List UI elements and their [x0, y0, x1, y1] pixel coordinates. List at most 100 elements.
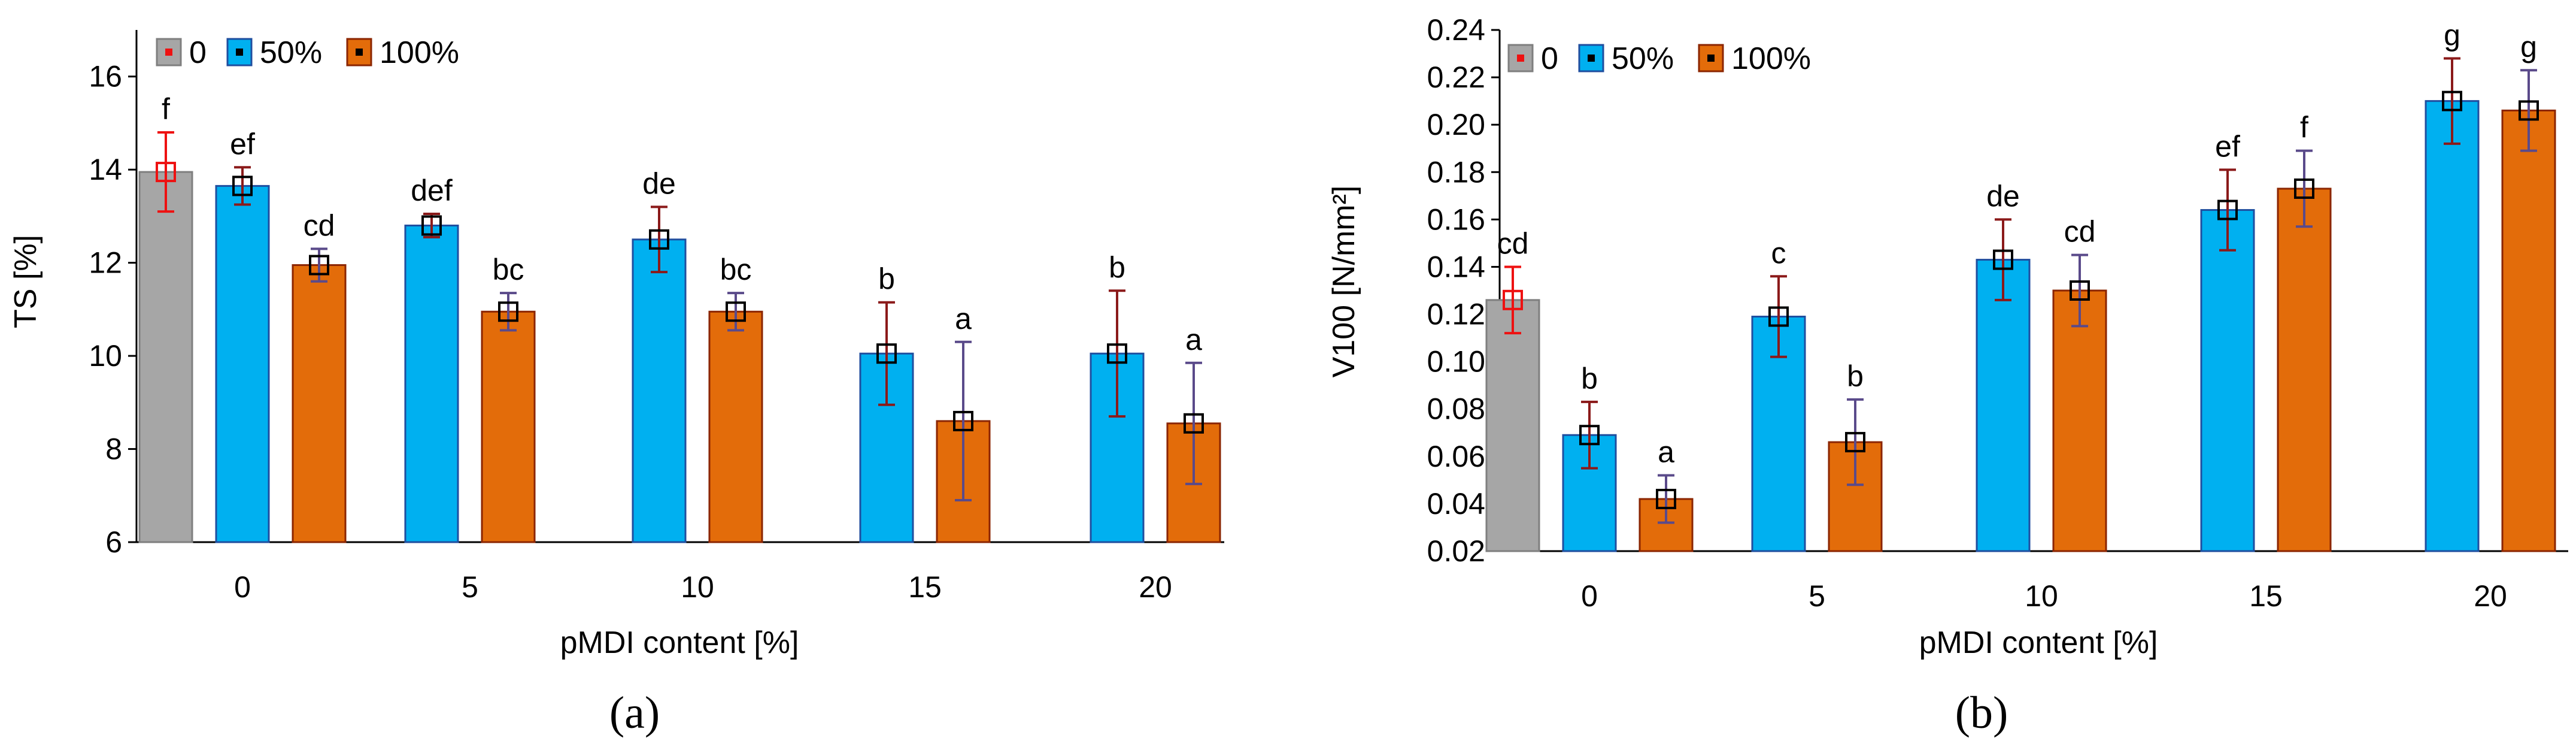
mean-marker	[2070, 280, 2090, 301]
y-tick-label: 0.06	[1427, 440, 1485, 473]
significance-letter: b	[1847, 359, 1864, 393]
legend-label: 50%	[260, 35, 322, 70]
mean-marker	[1503, 289, 1523, 310]
legend-label: 50%	[1612, 41, 1674, 76]
significance-letter: f	[162, 92, 170, 126]
significance-letter: g	[2520, 30, 2537, 63]
x-tick-label: 0	[1581, 579, 1598, 613]
y-tick-label: 10	[89, 339, 122, 373]
legend-marker	[1707, 55, 1715, 62]
significance-letter: b	[1109, 250, 1125, 284]
y-tick-label: 6	[105, 525, 122, 559]
significance-letter: bc	[720, 253, 752, 286]
significance-letter: bc	[493, 253, 524, 286]
significance-letter: b	[878, 262, 895, 296]
y-tick-label: 0.24	[1427, 13, 1485, 47]
bar	[1485, 299, 1540, 552]
y-tick-label: 16	[89, 60, 122, 93]
legend-marker	[165, 49, 172, 56]
mean-marker	[726, 301, 746, 322]
significance-letter: de	[1986, 179, 2020, 213]
significance-letter: b	[1581, 362, 1598, 395]
mean-marker	[1579, 425, 1600, 446]
y-tick-label: 0.02	[1427, 534, 1485, 568]
x-tick-label: 10	[2025, 579, 2058, 613]
bar	[138, 171, 193, 543]
y-tick-label: 14	[89, 153, 122, 186]
bar	[708, 310, 763, 543]
legend-marker	[236, 49, 243, 56]
mean-marker	[156, 162, 176, 183]
y-tick-label: 12	[89, 246, 122, 280]
legend-label: 100%	[380, 35, 459, 70]
bar	[632, 238, 687, 543]
bar	[404, 224, 459, 543]
y-axis-label: TS [%]	[8, 235, 43, 328]
bar	[1976, 259, 2031, 552]
bar	[2052, 289, 2107, 552]
y-tick-label: 0.12	[1427, 298, 1485, 331]
mean-marker	[2442, 90, 2462, 111]
x-tick-label: 15	[908, 570, 942, 604]
significance-letter: c	[1771, 236, 1786, 270]
x-axis-label: pMDI content [%]	[560, 625, 799, 660]
x-axis-label: pMDI content [%]	[1919, 625, 2158, 660]
y-tick-label: 0.08	[1427, 392, 1485, 426]
legend-marker	[356, 49, 363, 56]
significance-letter: ef	[2215, 129, 2240, 163]
bar	[215, 185, 270, 543]
mean-marker	[232, 176, 253, 196]
significance-letter: cd	[304, 208, 335, 242]
x-tick-label: 10	[681, 570, 714, 604]
mean-marker	[1768, 306, 1789, 327]
mean-marker	[1656, 489, 1676, 509]
legend-marker	[1517, 55, 1524, 62]
bar	[2501, 109, 2556, 552]
mean-marker	[1184, 413, 1204, 434]
y-tick-label: 0.04	[1427, 487, 1485, 521]
legend-marker	[1588, 55, 1595, 62]
significance-letter: f	[2300, 111, 2308, 144]
significance-letter: a	[1185, 323, 1202, 356]
mean-marker	[309, 255, 329, 276]
legend-label: 0	[189, 35, 207, 70]
y-tick-label: 8	[105, 433, 122, 466]
bar	[2200, 209, 2255, 552]
bar	[2277, 188, 2332, 552]
mean-marker	[1107, 343, 1127, 364]
significance-letter: cd	[2064, 215, 2096, 249]
mean-marker	[953, 410, 973, 431]
y-tick-label: 0.20	[1427, 108, 1485, 141]
y-tick-label: 0.18	[1427, 155, 1485, 189]
significance-letter: a	[1658, 435, 1674, 468]
x-tick-label: 5	[462, 570, 478, 604]
panel-label: (b)	[1955, 688, 2008, 738]
y-tick-label: 0.10	[1427, 345, 1485, 379]
mean-marker	[649, 229, 669, 250]
y-axis-label: V100 [N/mm²]	[1327, 186, 1361, 378]
significance-letter: a	[955, 302, 972, 335]
significance-letter: def	[411, 174, 453, 207]
panel-label: (a)	[609, 688, 660, 738]
panel-b-chart: 0.02 0.04 0.06 0.08 0.10 0.12 0.14 0.16 0.18 0.20…	[1327, 13, 2568, 738]
bar	[292, 264, 347, 543]
significance-letter: cd	[1497, 226, 1529, 260]
x-tick-label: 15	[2249, 579, 2283, 613]
y-tick-label: 0.16	[1427, 202, 1485, 236]
mean-marker	[2294, 178, 2314, 199]
legend-label: 100%	[1731, 41, 1811, 76]
mean-marker	[876, 343, 897, 364]
bar	[2425, 100, 2480, 552]
significance-letter: ef	[230, 127, 255, 161]
x-tick-label: 5	[1809, 579, 1825, 613]
x-tick-label: 20	[1139, 570, 1172, 604]
legend-label: 0	[1541, 41, 1558, 76]
mean-marker	[2217, 199, 2238, 220]
mean-marker	[498, 301, 518, 322]
significance-letter: g	[2444, 18, 2460, 52]
y-tick-label: 0.22	[1427, 61, 1485, 94]
x-tick-label: 0	[234, 570, 251, 604]
mean-marker	[421, 215, 442, 236]
